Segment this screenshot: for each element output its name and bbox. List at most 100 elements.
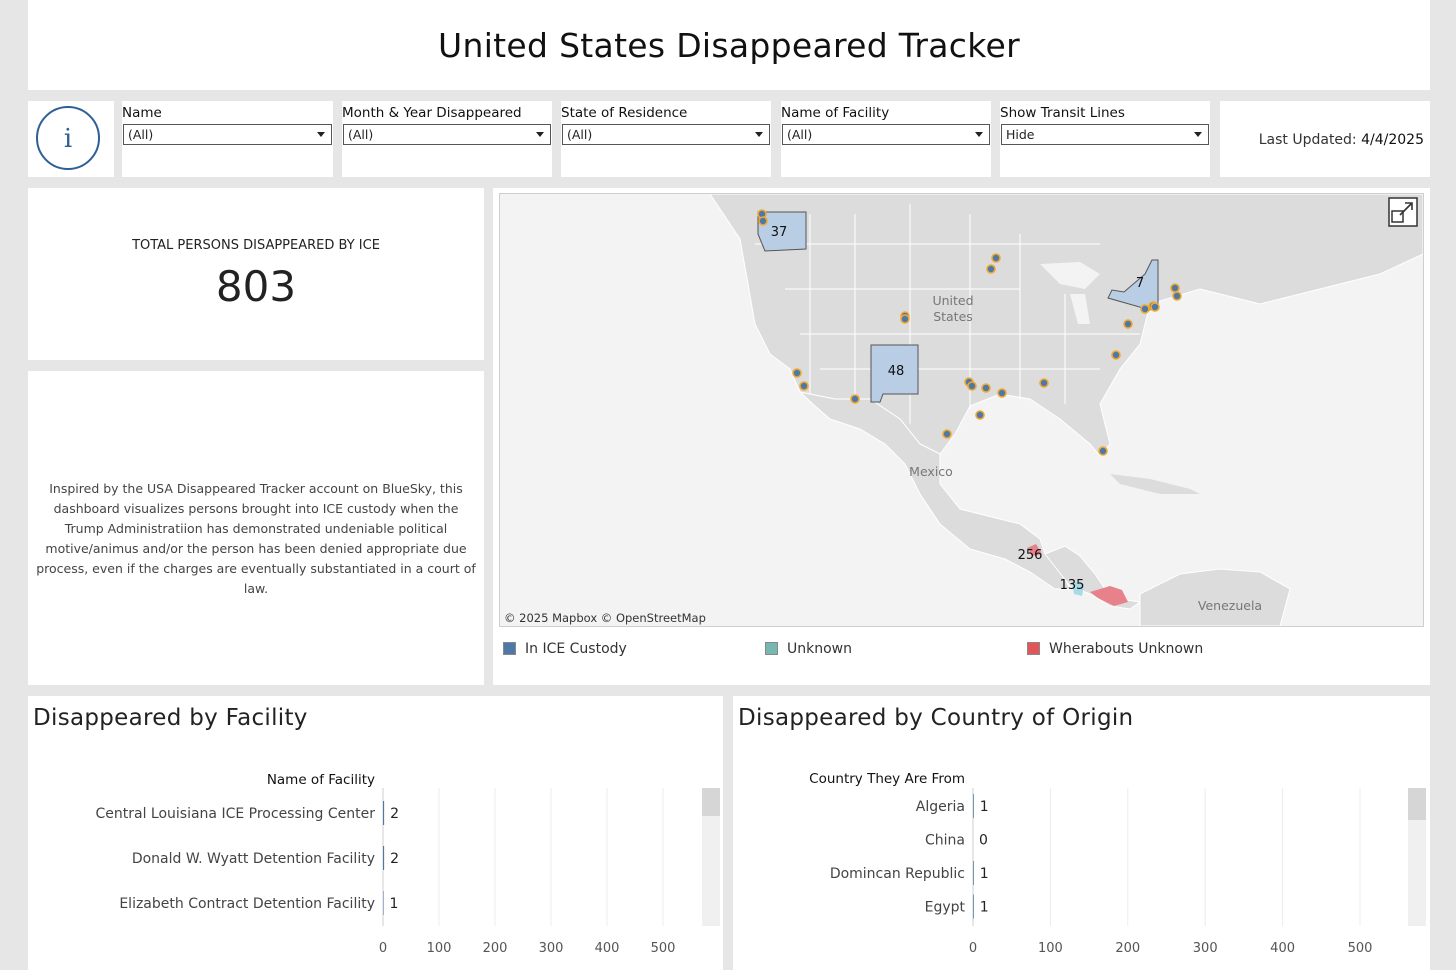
scrollbar-thumb[interactable] [702, 788, 720, 816]
description-text: Inspired by the USA Disappeared Tracker … [36, 481, 476, 596]
washington-region[interactable] [757, 211, 807, 252]
filter-transit-lines-dropdown[interactable]: Hide [1001, 124, 1209, 145]
filter-value: (All) [787, 127, 813, 142]
x-tick-label: 0 [969, 941, 977, 956]
facility-dot[interactable] [792, 368, 802, 378]
south-america-land [1139, 568, 1291, 626]
bar[interactable] [973, 861, 974, 885]
legend-swatch [1027, 642, 1040, 655]
facility-dot[interactable] [1098, 446, 1108, 456]
scrollbar-track[interactable] [702, 788, 720, 926]
unknown-region[interactable] [1072, 582, 1084, 596]
facility-dot[interactable] [997, 388, 1007, 398]
region-count-labels: 37 48 7 256 135 [771, 225, 1144, 593]
facility-dot[interactable] [991, 253, 1001, 263]
legend-unknown[interactable]: Unknown [765, 641, 852, 657]
place-label: Venezuela [1198, 598, 1262, 613]
filter-transit-lines: Show Transit Lines Hide [1000, 101, 1210, 177]
filter-facility-dropdown[interactable]: (All) [782, 124, 990, 145]
total-value: 803 [215, 262, 297, 311]
bar-value-label: 0 [979, 833, 988, 849]
facility-dots [757, 209, 1182, 456]
bar[interactable] [383, 891, 384, 915]
dropdown-arrow-icon [975, 132, 983, 137]
filter-value: (All) [567, 127, 593, 142]
category-label: Egypt [925, 900, 966, 916]
scrollbar-track[interactable] [1408, 788, 1426, 926]
whereabouts-unknown-region[interactable] [1027, 544, 1042, 556]
filter-name-dropdown[interactable]: (All) [123, 124, 332, 145]
great-lakes [1040, 262, 1100, 289]
facility-dot[interactable] [1150, 302, 1160, 312]
filter-value: (All) [348, 127, 374, 142]
bar[interactable] [973, 894, 974, 919]
facility-dot[interactable] [1123, 319, 1133, 329]
filter-month-year: Month & Year Disappeared (All) [342, 101, 552, 177]
facility-dot[interactable] [1170, 283, 1180, 293]
info-panel: i [28, 101, 114, 177]
region-count: 37 [771, 225, 788, 240]
filter-label: Show Transit Lines [1000, 105, 1125, 121]
facility-dot[interactable] [981, 383, 991, 393]
map-svg[interactable]: 37 48 7 256 135 United States Mexico Ven… [500, 194, 1423, 626]
facility-dot[interactable] [1039, 378, 1049, 388]
expand-icon-box [1391, 210, 1404, 223]
bar[interactable] [973, 794, 974, 818]
filter-label: Name of Facility [781, 105, 890, 121]
place-labels: United States Mexico Venezuela [909, 293, 1262, 613]
bar-value-label: 2 [390, 806, 399, 822]
filter-state-dropdown[interactable]: (All) [562, 124, 770, 145]
facility-dot[interactable] [758, 216, 768, 226]
facility-dot[interactable] [1172, 291, 1182, 301]
facility-dot[interactable] [942, 429, 952, 439]
legend-label: Unknown [787, 641, 852, 657]
category-label: China [925, 833, 965, 849]
x-tick-label: 400 [595, 941, 620, 956]
facility-dot[interactable] [799, 381, 809, 391]
region-count: 135 [1060, 578, 1085, 593]
whereabouts-unknown-region[interactable] [1090, 586, 1128, 606]
last-updated-value: 4/4/2025 [1361, 132, 1424, 148]
central-america-land [1044, 545, 1142, 610]
facility-dot[interactable] [975, 410, 985, 420]
filter-label: Name [122, 105, 162, 121]
dropdown-arrow-icon [1194, 132, 1202, 137]
new-mexico-region[interactable] [870, 344, 919, 403]
filter-value: Hide [1006, 127, 1035, 142]
total-label: TOTAL PERSONS DISAPPEARED BY ICE [132, 238, 380, 253]
facility-dot[interactable] [967, 381, 977, 391]
dropdown-arrow-icon [317, 132, 325, 137]
place-label: Mexico [909, 464, 953, 479]
filter-value: (All) [128, 127, 154, 142]
map-panel: 37 48 7 256 135 United States Mexico Ven… [493, 188, 1430, 685]
x-tick-label: 0 [379, 941, 387, 956]
scrollbar-thumb[interactable] [1408, 788, 1426, 820]
facility-dot[interactable] [986, 264, 996, 274]
category-label: Central Louisiana ICE Processing Center [95, 806, 375, 822]
dropdown-arrow-icon [536, 132, 544, 137]
total-panel: TOTAL PERSONS DISAPPEARED BY ICE 803 [28, 188, 484, 360]
legend-whereabouts-unknown[interactable]: Wherabouts Unknown [1027, 641, 1203, 657]
dropdown-arrow-icon [755, 132, 763, 137]
facility-dot[interactable] [1111, 350, 1121, 360]
filter-month-year-dropdown[interactable]: (All) [343, 124, 551, 145]
facility-dot[interactable] [900, 314, 910, 324]
region-count: 256 [1018, 548, 1043, 563]
facility-chart-panel: Disappeared by Facility Name of Facility… [28, 696, 723, 970]
facility-dot[interactable] [1140, 304, 1150, 314]
legend-label: In ICE Custody [525, 641, 627, 657]
bar[interactable] [383, 846, 385, 870]
country-bar-chart[interactable]: Country They Are From 0 100 200 300 400 500 Alg… [733, 696, 1430, 970]
category-label: Algeria [916, 799, 965, 815]
legend-in-custody[interactable]: In ICE Custody [503, 641, 627, 657]
map[interactable]: 37 48 7 256 135 United States Mexico Ven… [499, 193, 1424, 627]
facility-dot[interactable] [850, 394, 860, 404]
info-icon[interactable]: i [36, 106, 100, 170]
filter-label: State of Residence [561, 105, 688, 121]
x-tick-label: 300 [539, 941, 564, 956]
bar-value-label: 1 [980, 900, 989, 916]
expand-icon[interactable] [1388, 197, 1418, 227]
x-tick-label: 400 [1270, 941, 1295, 956]
facility-bar-chart[interactable]: Name of Facility 0 100 200 300 400 500 Central … [28, 696, 723, 970]
bar[interactable] [383, 801, 385, 825]
